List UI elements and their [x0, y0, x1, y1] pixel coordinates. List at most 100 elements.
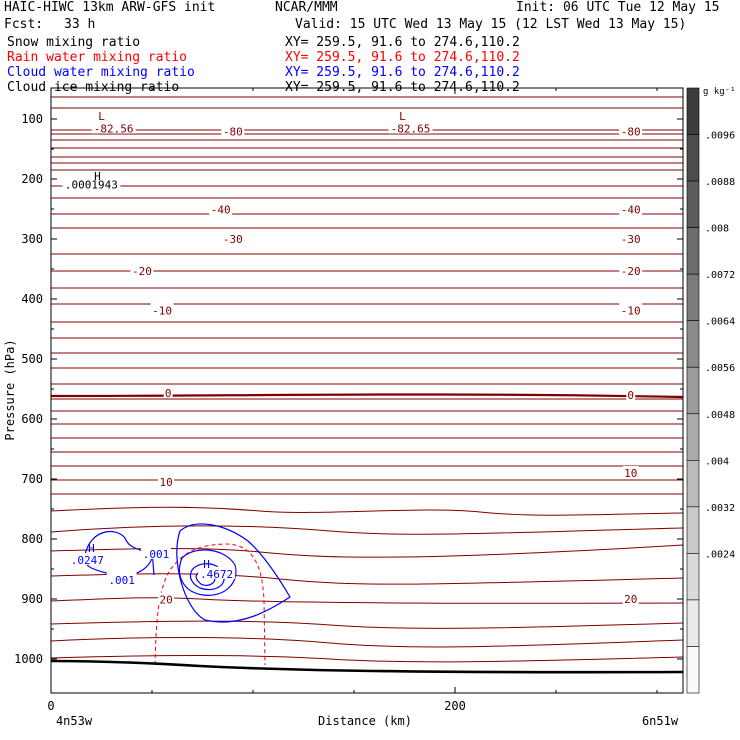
temperature-label: 0	[627, 389, 634, 402]
y-tick-label: 200	[21, 172, 43, 186]
temperature-label: -40	[211, 204, 231, 217]
field-name-cloud-water: Cloud water mixing ratio	[7, 65, 195, 80]
temperature-contour	[50, 162, 684, 164]
temperature-contour-lines	[50, 96, 684, 663]
x-axis-label: Distance (km)	[318, 714, 412, 728]
temperature-contour	[50, 129, 684, 131]
temperature-label-bg	[619, 202, 643, 215]
org-label: NCAR/MMM	[275, 0, 338, 15]
temperature-contour	[50, 96, 684, 98]
colorbar-segment	[686, 366, 700, 415]
cloud-water-label-bg	[106, 572, 137, 585]
rain-water-contours	[154, 543, 266, 666]
terrain-line	[50, 659, 684, 674]
temperature-label-bg	[158, 475, 175, 487]
y-tick-label: 1000	[14, 652, 43, 666]
temperature-contour	[50, 253, 684, 255]
colorbar-segment	[686, 320, 700, 368]
colorbar-segment	[686, 87, 700, 135]
colorbar-label: .0064	[705, 317, 735, 328]
field-xy-snow: XY= 259.5, 91.6 to 274.6,110.2	[285, 35, 520, 50]
temperature-label-bg	[150, 303, 174, 316]
colorbar-label: .0048	[705, 410, 735, 421]
temperature-contour	[50, 303, 684, 305]
colorbar-segment	[686, 180, 700, 228]
temperature-label: 20	[624, 593, 637, 606]
temperature-contour	[50, 133, 684, 135]
x-tick-label: 0	[47, 699, 54, 713]
field-name-snow: Snow mixing ratio	[7, 35, 141, 50]
temperature-contour	[50, 506, 684, 516]
colorbar-segment	[686, 273, 700, 321]
temperature-contour	[50, 465, 684, 467]
cloud-water-contour	[178, 549, 237, 596]
model-title: HAIC-HIWC 13km ARW-GFS init	[4, 0, 216, 15]
temperature-label-bg	[619, 124, 643, 137]
temperature-contour	[50, 227, 684, 229]
temperature-contour	[50, 410, 684, 412]
colorbar: .0096 .0088 .008 .0072 .0064 .0056 .0048 .004 .0…	[686, 87, 736, 694]
temperature-label: -20	[621, 265, 641, 278]
cloud-water-label: .4672	[200, 568, 233, 581]
rain-water-contour	[154, 543, 266, 666]
temperature-label-bg	[221, 232, 245, 244]
temperature-contour	[50, 597, 684, 604]
fcst-label: Fcst:	[4, 17, 44, 32]
colorbar-segment	[686, 134, 700, 182]
temperature-label-bg	[619, 303, 643, 316]
temperature-contour	[50, 270, 684, 272]
init-time: Init: 06 UTC Tue 12 May 15	[516, 0, 720, 15]
temperature-label: -30	[223, 233, 243, 246]
colorbar-label: .0088	[705, 177, 735, 188]
temperature-contour	[50, 525, 684, 535]
colorbar-segment	[686, 506, 700, 554]
temperature-contour	[50, 367, 684, 369]
colorbar-label: .0072	[705, 270, 735, 281]
temperature-label: -82.56	[94, 123, 134, 136]
temperature-contour-zero	[50, 393, 684, 399]
x-endpoint-left: 4n53w	[56, 714, 93, 728]
temperature-label: -82.65	[391, 123, 431, 136]
fcst-value: 33 h	[64, 17, 96, 32]
temperature-contour	[50, 147, 684, 149]
colorbar-label: .0024	[705, 549, 735, 560]
cloud-water-label-bg	[68, 553, 106, 565]
temperature-label-bg	[622, 466, 639, 478]
temperature-contour	[50, 107, 684, 109]
terrain-surface	[50, 659, 684, 674]
colorbar-segment	[686, 646, 700, 694]
temperature-contour	[50, 544, 684, 558]
temperature-contour	[50, 169, 684, 171]
cloud-water-label: .001	[108, 574, 135, 587]
temperature-contour	[50, 321, 684, 323]
y-tick-label: 100	[21, 112, 43, 126]
temperature-contour	[50, 185, 684, 187]
temperature-contour	[50, 423, 684, 425]
y-tick-label: 600	[21, 412, 43, 426]
field-name-rain: Rain water mixing ratio	[7, 50, 188, 65]
snow-label: .0001943	[65, 178, 118, 191]
y-tick-label: 700	[21, 472, 43, 486]
temperature-label: 10	[624, 467, 637, 480]
temperature-label: -10	[152, 304, 172, 317]
temperature-contour	[50, 636, 684, 648]
temperature-label: 10	[160, 476, 173, 489]
temperature-contour	[50, 398, 684, 400]
colorbar-segment	[686, 599, 700, 647]
temperature-label-bg	[619, 232, 643, 244]
temperature-label-bg	[221, 124, 245, 137]
cloud-water-contour	[189, 563, 225, 591]
colorbar-segment	[686, 413, 700, 461]
temperature-label-bg	[209, 202, 233, 215]
temperature-contour	[50, 437, 684, 439]
temperature-label-bg	[163, 386, 173, 399]
colorbar-label: .0056	[705, 363, 735, 374]
colorbar-label: .0096	[705, 131, 735, 142]
temperature-label: -40	[621, 204, 641, 217]
y-tick-label: 400	[21, 292, 43, 306]
temperature-label-bg	[622, 592, 639, 604]
colorbar-label: .004	[705, 456, 729, 467]
y-tick-label: 500	[21, 352, 43, 366]
